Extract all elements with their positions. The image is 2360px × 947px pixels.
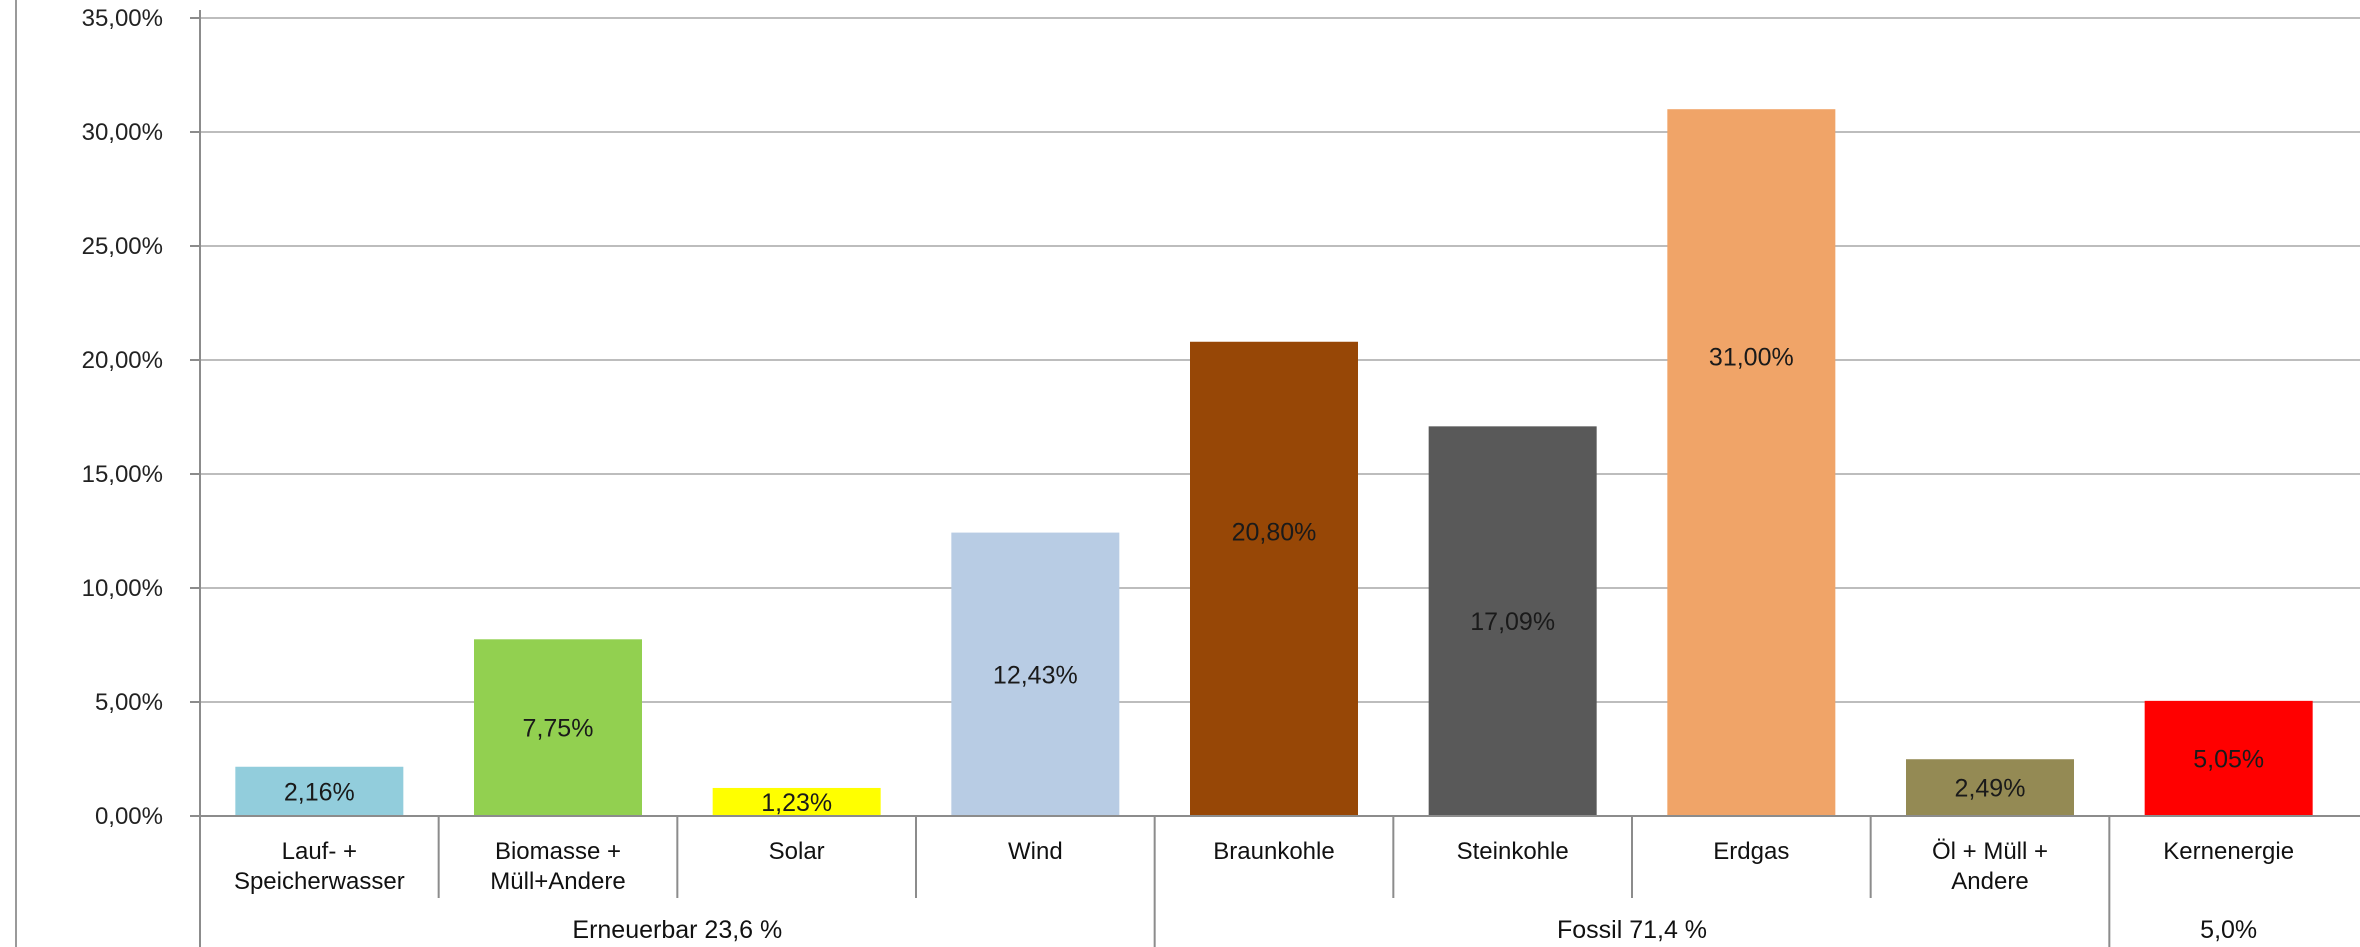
category-label: Solar (769, 838, 825, 865)
data-label: 12,43% (993, 661, 1078, 689)
data-label: 1,23% (761, 789, 832, 817)
category-label: Müll+Andere (490, 868, 625, 895)
y-tick-label: 25,00% (82, 233, 163, 260)
category-label: Speicherwasser (234, 868, 405, 895)
y-tick-label: 20,00% (82, 347, 163, 374)
bar (474, 639, 642, 816)
group-label: Fossil 71,4 % (1557, 916, 1707, 944)
bar (712, 787, 881, 816)
data-label: 2,16% (284, 778, 355, 806)
data-label: 7,75% (523, 715, 594, 743)
category-label: Andere (1951, 868, 2028, 895)
data-label: 2,49% (1955, 775, 2026, 803)
y-tick-label: 35,00% (82, 5, 163, 32)
group-label: 5,0% (2200, 916, 2257, 944)
data-label: 20,80% (1232, 518, 1317, 546)
category-label: Kernenergie (2163, 838, 2294, 865)
y-tick-label: 15,00% (82, 461, 163, 488)
category-label: Steinkohle (1457, 838, 1569, 865)
bar (235, 766, 404, 816)
bar (951, 532, 1120, 816)
category-label: Wind (1008, 838, 1063, 865)
bar (2144, 700, 2313, 816)
data-label: 31,00% (1709, 344, 1794, 372)
data-label: 5,05% (2193, 745, 2264, 773)
data-label: 17,09% (1470, 608, 1555, 636)
category-label: Biomasse + (495, 838, 621, 865)
category-label: Braunkohle (1213, 838, 1334, 865)
y-tick-label: 5,00% (95, 689, 163, 716)
bar (1906, 759, 2074, 816)
y-tick-label: 30,00% (82, 119, 163, 146)
category-label: Lauf- + (282, 838, 357, 865)
y-tick-label: 10,00% (82, 575, 163, 602)
group-label: Erneuerbar 23,6 % (572, 916, 782, 944)
category-label: Erdgas (1713, 838, 1789, 865)
y-tick-label: 0,00% (95, 803, 163, 830)
category-label: Öl + Müll + (1932, 838, 2048, 865)
bar (1428, 426, 1597, 816)
bar (1667, 109, 1836, 816)
bar (1190, 341, 1358, 816)
